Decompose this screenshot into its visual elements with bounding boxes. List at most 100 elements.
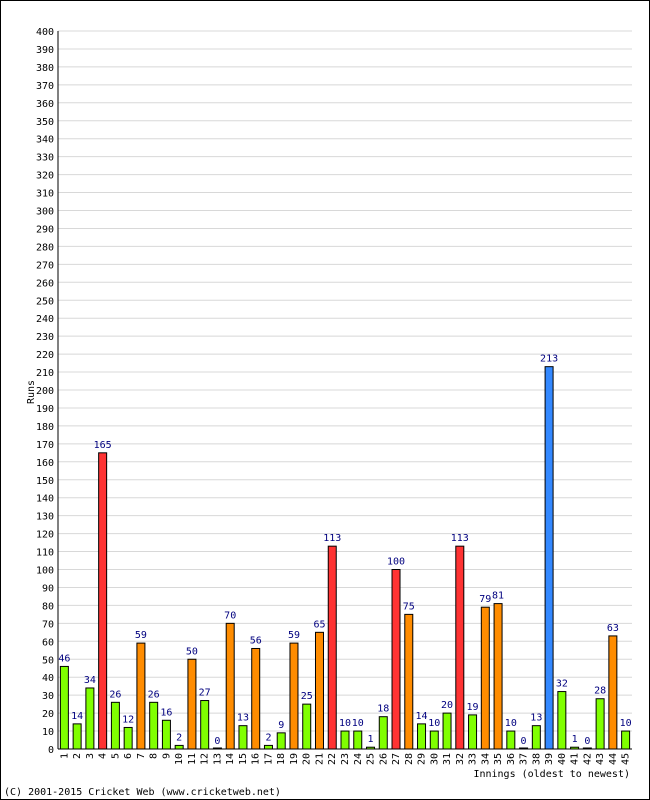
y-tick-label: 40: [42, 673, 54, 684]
y-tick-label: 70: [42, 619, 54, 630]
x-tick-label: 3: [85, 753, 96, 759]
data-labels: 4614341652612592616250270701356295925651…: [58, 354, 631, 747]
x-tick-label: 18: [276, 753, 287, 765]
y-tick-label: 180: [36, 422, 54, 433]
y-tick-label: 220: [36, 350, 54, 361]
bar: [136, 642, 146, 750]
bar: [276, 732, 286, 750]
bar: [455, 545, 465, 750]
y-tick-label: 260: [36, 278, 54, 289]
data-label: 113: [323, 533, 341, 544]
bar: [149, 701, 159, 750]
y-tick-label: 320: [36, 171, 54, 182]
data-label: 2: [176, 732, 182, 743]
x-tick-label: 19: [289, 753, 300, 765]
y-tick-label: 340: [36, 135, 54, 146]
data-label: 1: [572, 734, 578, 745]
y-tick-label: 10: [42, 727, 54, 738]
y-tick-label: 230: [36, 332, 54, 343]
y-tick-label: 170: [36, 440, 54, 451]
data-label: 14: [416, 711, 428, 722]
bar: [404, 613, 414, 750]
x-tick-label: 6: [123, 753, 134, 759]
bar: [340, 730, 350, 750]
bar: [595, 698, 605, 750]
bar: [85, 687, 95, 750]
y-tick-label: 30: [42, 691, 54, 702]
x-tick-label: 30: [429, 753, 440, 765]
data-label: 34: [84, 675, 96, 686]
x-tick-label: 40: [557, 753, 568, 765]
bar: [557, 691, 567, 750]
bar: [608, 635, 618, 750]
x-tick-label: 2: [72, 753, 83, 759]
y-tick-label: 120: [36, 530, 54, 541]
y-tick-label: 0: [48, 745, 54, 756]
bar: [468, 714, 478, 750]
x-tick-label: 35: [493, 753, 504, 765]
y-tick-label: 360: [36, 99, 54, 110]
data-label: 13: [237, 713, 249, 724]
y-tick-label: 90: [42, 583, 54, 594]
data-label: 14: [71, 711, 83, 722]
data-label: 26: [148, 689, 160, 700]
data-label: 0: [521, 736, 527, 747]
bar: [531, 725, 541, 750]
bar: [391, 569, 401, 750]
data-label: 10: [352, 718, 364, 729]
y-tick-label: 390: [36, 45, 54, 56]
bar: [59, 665, 69, 750]
data-label: 50: [186, 646, 198, 657]
y-tick-label: 400: [36, 27, 54, 38]
bar: [225, 622, 235, 750]
gridlines: [58, 30, 632, 732]
x-tick-label: 22: [327, 753, 338, 765]
bar: [506, 730, 516, 750]
bar: [263, 744, 273, 750]
x-tick-label: 43: [595, 753, 606, 765]
y-tick-label: 300: [36, 207, 54, 218]
x-tick-label: 27: [391, 753, 402, 765]
x-tick-label: 11: [187, 753, 198, 765]
y-tick-label: 100: [36, 566, 54, 577]
y-tick-label: 190: [36, 404, 54, 415]
x-tick-label: 37: [519, 753, 530, 765]
x-tick-label: 8: [149, 753, 160, 759]
y-tick-label: 20: [42, 709, 54, 720]
x-tick-label: 1: [59, 753, 70, 759]
bars: [59, 366, 631, 750]
y-tick-label: 380: [36, 63, 54, 74]
y-tick-label: 350: [36, 117, 54, 128]
data-label: 26: [109, 689, 121, 700]
x-tick-label: 29: [417, 753, 428, 765]
x-tick-label: 10: [174, 753, 185, 765]
bar: [621, 730, 631, 750]
x-tick-label: 44: [608, 753, 619, 765]
x-tick-label: 41: [570, 753, 581, 765]
data-label: 25: [301, 691, 313, 702]
bar: [327, 545, 337, 750]
y-tick-labels: 0 10 20 30 40 50 60 70 80 90 100 110 120 130 140 150 160…: [36, 27, 54, 756]
data-label: 13: [530, 713, 542, 724]
x-tick-labels: 1 2 3 4 5 6 7 8 9 10 11 12 13 14 15 16 17 18 19 20 21 22 23 24 2…: [59, 753, 631, 765]
data-label: 213: [540, 354, 558, 365]
bar: [98, 452, 108, 750]
y-tick-label: 370: [36, 81, 54, 92]
data-label: 16: [160, 707, 172, 718]
bar: [442, 712, 452, 750]
data-label: 19: [467, 702, 479, 713]
x-tick-label: 39: [544, 753, 555, 765]
data-label: 10: [339, 718, 351, 729]
data-label: 9: [278, 720, 284, 731]
x-tick-label: 16: [251, 753, 262, 765]
bar: [302, 703, 312, 750]
bar: [544, 366, 554, 750]
bar: [429, 730, 439, 750]
data-label: 32: [556, 679, 568, 690]
y-tick-label: 270: [36, 260, 54, 271]
data-label: 79: [479, 594, 491, 605]
x-tick-label: 36: [506, 753, 517, 765]
x-tick-label: 31: [442, 753, 453, 765]
bar: [200, 700, 210, 750]
data-label: 59: [288, 630, 300, 641]
